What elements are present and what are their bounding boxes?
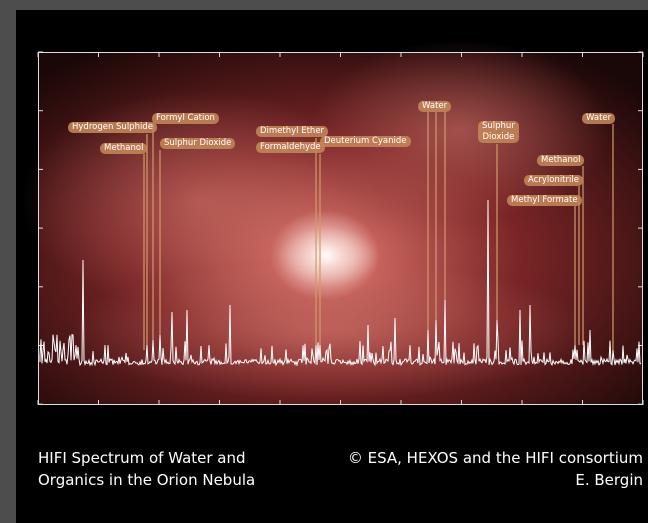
molecule-label: Sulphur Dioxide — [160, 138, 235, 149]
label-line: Dioxide — [482, 132, 515, 143]
molecule-label: Water — [582, 113, 615, 124]
molecule-label: Formaldehyde — [256, 142, 325, 153]
molecule-label: Methyl Formate — [507, 195, 582, 206]
caption-line: HIFI Spectrum of Water and — [38, 447, 255, 469]
nebula-image — [0, 0, 648, 523]
core — [270, 210, 380, 300]
page: Hydrogen Sulphide Formyl Cation Methanol… — [0, 0, 648, 523]
molecule-label: Water — [418, 101, 451, 112]
molecule-label: Dimethyl Ether — [256, 126, 328, 137]
molecule-label: Sulphur Dioxide — [478, 121, 519, 143]
cloud — [310, 40, 610, 220]
caption-credit: © ESA, HEXOS and the HIFI consortium E. … — [348, 447, 643, 491]
molecule-label: Methanol — [100, 143, 147, 154]
caption-title: HIFI Spectrum of Water and Organics in t… — [38, 447, 255, 491]
label-line: Sulphur — [482, 121, 515, 132]
molecule-label: Formyl Cation — [152, 113, 219, 124]
caption-line: Organics in the Orion Nebula — [38, 469, 255, 491]
molecule-label: Methanol — [537, 155, 584, 166]
molecule-label: Hydrogen Sulphide — [68, 122, 157, 133]
molecule-label: Acrylonitrile — [524, 175, 583, 186]
molecule-label: Deuterium Cyanide — [320, 136, 411, 147]
caption-line: © ESA, HEXOS and the HIFI consortium — [348, 447, 643, 469]
caption-line: E. Bergin — [348, 469, 643, 491]
